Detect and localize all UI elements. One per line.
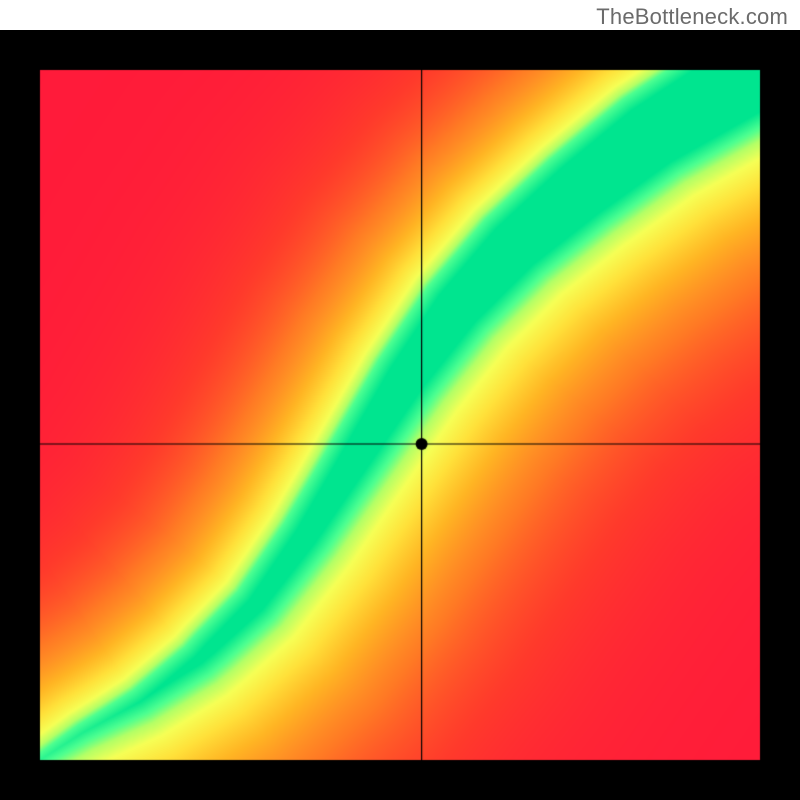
bottleneck-heatmap: [0, 30, 800, 800]
attribution-label: TheBottleneck.com: [596, 4, 788, 30]
